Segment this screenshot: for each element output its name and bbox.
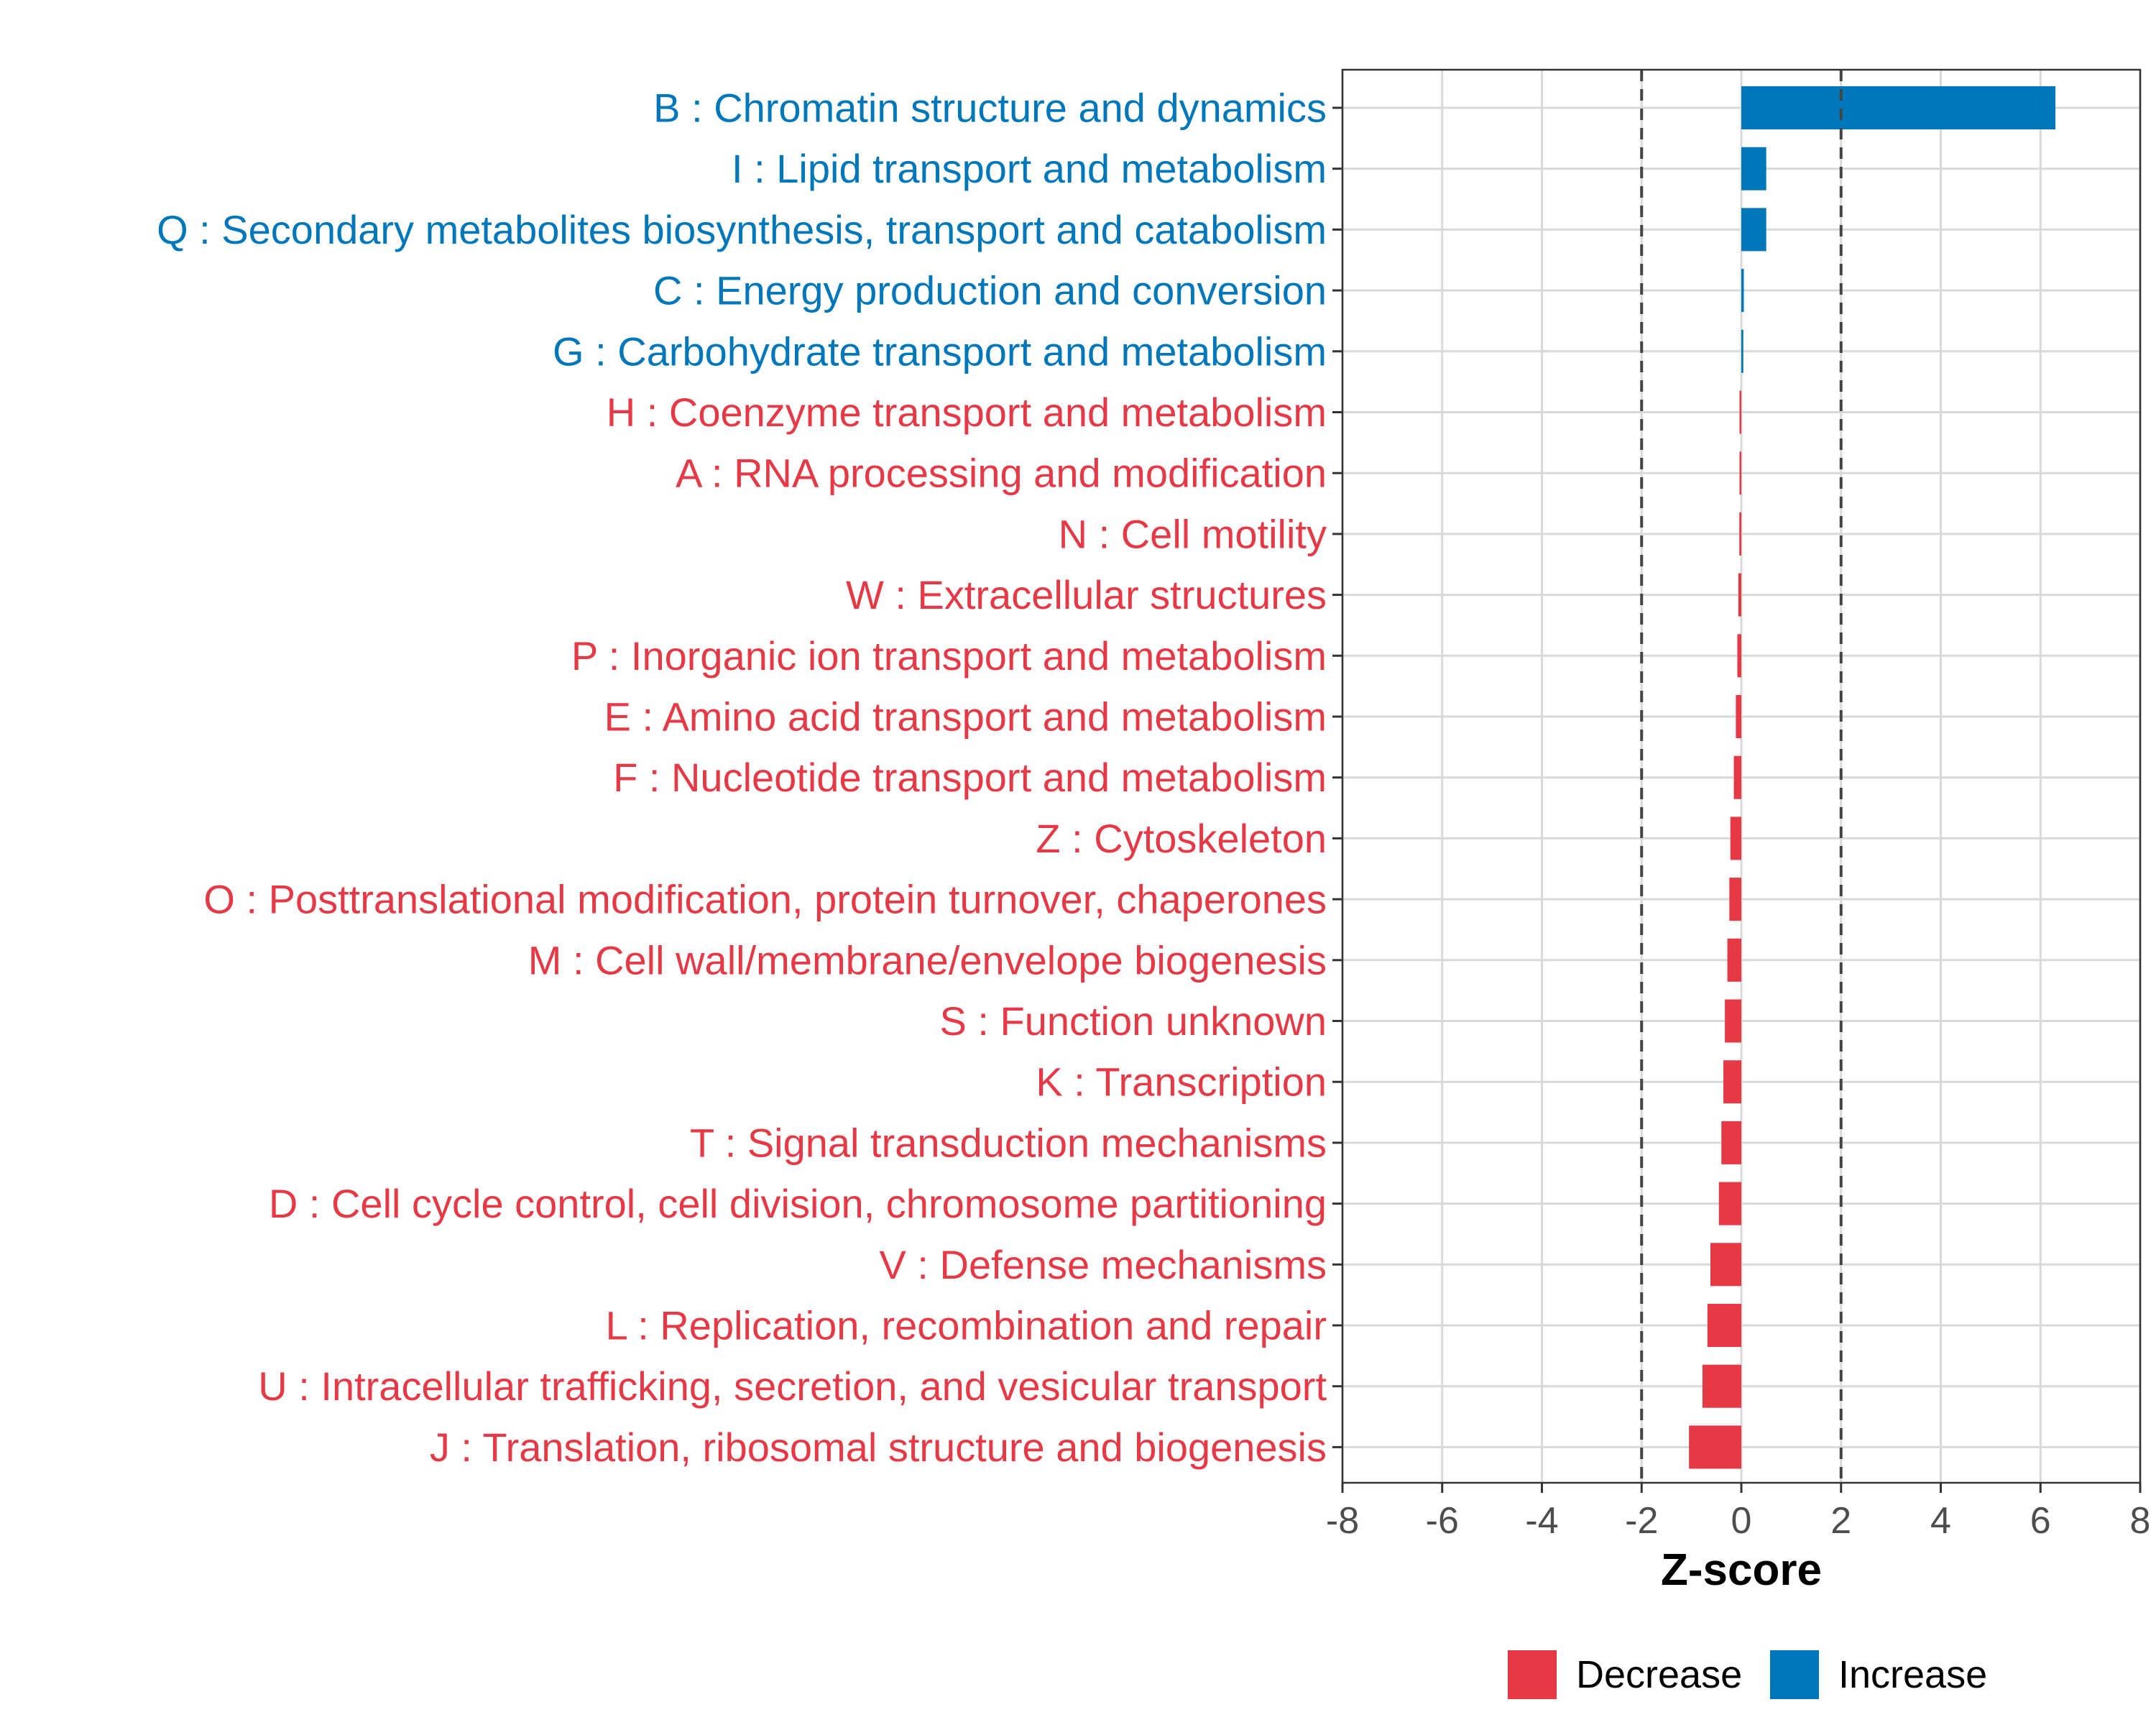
bar [1689, 1425, 1741, 1469]
legend: Decrease Increase [1508, 1650, 1987, 1699]
category-label: A : RNA processing and modification [676, 451, 1327, 496]
x-tick-label: 8 [2130, 1500, 2151, 1542]
category-label: L : Replication, recombination and repai… [606, 1303, 1327, 1348]
legend-swatch [1770, 1650, 1819, 1699]
category-label: O : Posttranslational modification, prot… [203, 877, 1327, 922]
bar [1739, 451, 1741, 495]
bar [1725, 999, 1741, 1043]
threshold-lines [1640, 70, 1843, 1483]
x-tick-label: -8 [1326, 1500, 1359, 1542]
category-label: Z : Cytoskeleton [1036, 816, 1327, 861]
bar [1707, 1304, 1741, 1347]
category-label: C : Energy production and conversion [653, 268, 1327, 313]
category-label: F : Nucleotide transport and metabolism [613, 755, 1327, 800]
category-label: V : Defense mechanisms [880, 1242, 1327, 1287]
bar [1736, 695, 1741, 738]
category-label: J : Translation, ribosomal structure and… [430, 1425, 1327, 1470]
category-labels: B : Chromatin structure and dynamics I : … [157, 86, 1327, 1470]
category-label: P : Inorganic ion transport and metaboli… [571, 633, 1327, 678]
x-tick-label: -2 [1625, 1500, 1658, 1542]
bar [1729, 878, 1741, 921]
bar [1739, 390, 1741, 434]
bars [1689, 86, 2056, 1469]
bar [1733, 755, 1741, 799]
bar [1741, 329, 1743, 373]
bar [1723, 1060, 1741, 1104]
category-label: E : Amino acid transport and metabolism [604, 694, 1327, 740]
legend-swatch [1508, 1650, 1557, 1699]
bar [1739, 512, 1741, 556]
category-label: B : Chromatin structure and dynamics [653, 86, 1327, 131]
x-tick-label: -4 [1525, 1500, 1558, 1542]
bar [1737, 634, 1741, 678]
x-tick-label: -6 [1426, 1500, 1459, 1542]
category-label: H : Coenzyme transport and metabolism [607, 390, 1327, 435]
bar [1741, 269, 1744, 313]
bar [1741, 86, 2056, 129]
bar [1741, 147, 1766, 190]
bar [1730, 816, 1741, 860]
category-label: S : Function unknown [939, 998, 1327, 1044]
bar [1721, 1121, 1741, 1164]
legend-label: Decrease [1576, 1653, 1742, 1696]
category-label: K : Transcription [1036, 1059, 1327, 1105]
bar [1702, 1364, 1741, 1408]
category-label: G : Carbohydrate transport and metabolis… [553, 328, 1327, 374]
y-axis-ticks [1332, 106, 1342, 1448]
legend-label: Increase [1838, 1653, 1987, 1696]
category-label: W : Extracellular structures [846, 572, 1327, 617]
x-axis-ticks: -8 -6 -4 -2 0 2 4 6 8 [1326, 1483, 2151, 1542]
category-label: N : Cell motility [1059, 511, 1327, 556]
x-tick-label: 4 [1930, 1500, 1951, 1542]
category-label: D : Cell cycle control, cell division, c… [269, 1181, 1327, 1226]
bar [1718, 1182, 1741, 1225]
category-label: M : Cell wall/membrane/envelope biogenes… [528, 937, 1327, 983]
category-label: T : Signal transduction mechanisms [690, 1120, 1327, 1165]
category-label: U : Intracellular trafficking, secretion… [258, 1363, 1327, 1409]
x-axis-title: Z-score [1661, 1545, 1822, 1595]
x-tick-label: 2 [1830, 1500, 1851, 1542]
bar [1741, 208, 1766, 252]
x-tick-label: 0 [1731, 1500, 1752, 1542]
x-tick-label: 6 [2030, 1500, 2051, 1542]
bar [1710, 1243, 1741, 1287]
bar [1738, 573, 1741, 617]
category-label: I : Lipid transport and metabolism [732, 146, 1327, 191]
category-label: Q : Secondary metabolites biosynthesis, … [157, 207, 1327, 252]
bar [1727, 938, 1741, 982]
